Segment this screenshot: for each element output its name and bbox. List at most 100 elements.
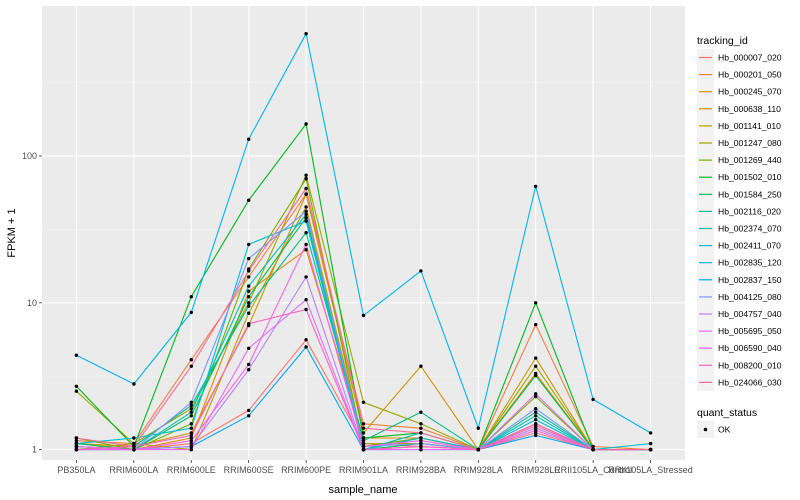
legend-label: Hb_002374_070 bbox=[718, 224, 782, 234]
data-point bbox=[304, 122, 308, 126]
data-point bbox=[304, 177, 308, 181]
data-point bbox=[189, 441, 193, 446]
data-point bbox=[361, 447, 366, 452]
y-tick-label: 10 bbox=[27, 298, 37, 308]
data-point bbox=[189, 439, 193, 443]
data-point bbox=[247, 269, 251, 273]
legend-label: Hb_004125_080 bbox=[718, 292, 782, 302]
data-point bbox=[189, 426, 193, 430]
data-point bbox=[534, 301, 538, 305]
data-point bbox=[648, 441, 653, 446]
data-point bbox=[361, 444, 366, 449]
x-tick-label: PB350LA bbox=[57, 465, 95, 475]
data-point bbox=[534, 433, 538, 438]
x-tick-label: RRIM928LE bbox=[511, 465, 560, 475]
data-point bbox=[247, 368, 251, 372]
legend-label: Hb_002835_120 bbox=[718, 258, 782, 268]
data-point bbox=[534, 428, 538, 433]
data-point bbox=[419, 447, 423, 452]
data-point bbox=[189, 403, 193, 408]
y-tick-label: 100 bbox=[22, 151, 37, 161]
data-point bbox=[419, 410, 423, 414]
data-point bbox=[534, 394, 538, 399]
data-point bbox=[419, 269, 423, 273]
data-point bbox=[247, 301, 251, 305]
data-point bbox=[247, 346, 251, 350]
y-axis-title: FPKM + 1 bbox=[6, 208, 18, 257]
data-point bbox=[74, 384, 79, 388]
data-point bbox=[534, 414, 538, 418]
data-point bbox=[361, 313, 366, 318]
x-tick-label: RRIM600LA bbox=[109, 465, 158, 475]
data-point bbox=[247, 289, 251, 293]
x-tick-label: RRIM600SE bbox=[224, 465, 274, 475]
data-point bbox=[534, 364, 538, 368]
x-axis: PB350LA RRIM600LA RRIM600LE RRIM600SE RRIM60… bbox=[57, 460, 693, 475]
legend-label: Hb_001502_010 bbox=[718, 172, 782, 182]
legend-status-title: quant_status bbox=[697, 407, 757, 419]
data-point bbox=[189, 414, 193, 418]
y-axis: 1 10 100 bbox=[22, 151, 42, 455]
legend-label: Hb_000245_070 bbox=[718, 87, 782, 97]
data-point bbox=[189, 447, 193, 452]
y-tick-label: 1 bbox=[32, 445, 37, 455]
data-point bbox=[534, 356, 538, 360]
data-point bbox=[132, 436, 136, 440]
legend-status-label: OK bbox=[718, 425, 731, 435]
data-point bbox=[189, 436, 193, 440]
data-point bbox=[304, 231, 308, 235]
data-point bbox=[648, 447, 653, 452]
data-point bbox=[534, 392, 538, 396]
data-point bbox=[361, 422, 366, 426]
data-point bbox=[534, 373, 538, 378]
data-point bbox=[304, 345, 308, 349]
data-point bbox=[361, 426, 366, 430]
data-point bbox=[534, 322, 538, 327]
legend-label: Hb_005695_050 bbox=[718, 326, 782, 336]
data-point bbox=[304, 298, 308, 302]
data-point bbox=[132, 382, 136, 386]
data-point bbox=[591, 444, 595, 449]
legend-label: Hb_008200_010 bbox=[718, 360, 782, 370]
legend-label: Hb_000638_110 bbox=[718, 104, 781, 114]
legend-label: Hb_002411_070 bbox=[718, 241, 781, 251]
data-point bbox=[419, 444, 423, 449]
data-point bbox=[648, 431, 653, 435]
legend-items: Hb_000007_020 Hb_000201_050 Hb_000245_070 H… bbox=[697, 49, 782, 391]
data-point bbox=[132, 441, 136, 446]
data-point bbox=[419, 426, 423, 430]
data-point bbox=[534, 431, 538, 435]
data-point bbox=[247, 322, 251, 326]
data-point bbox=[189, 444, 193, 449]
legend-label: Hb_006590_040 bbox=[718, 343, 782, 353]
data-point bbox=[189, 400, 193, 404]
x-tick-label: RRII105LA_Stressed bbox=[608, 465, 693, 475]
legend-label: Hb_001247_080 bbox=[718, 138, 782, 148]
data-point bbox=[74, 447, 79, 452]
data-point bbox=[361, 439, 366, 443]
legend-label: Hb_001584_250 bbox=[718, 189, 782, 199]
data-point bbox=[132, 447, 136, 452]
data-point bbox=[247, 304, 251, 308]
data-point bbox=[247, 256, 251, 261]
data-point bbox=[189, 422, 193, 426]
data-point bbox=[304, 219, 308, 223]
data-point bbox=[534, 424, 538, 428]
data-point bbox=[534, 418, 538, 422]
data-point bbox=[74, 444, 79, 449]
x-tick-label: RRII105LA_Control bbox=[554, 465, 632, 475]
data-point bbox=[189, 410, 193, 414]
data-point bbox=[534, 184, 538, 189]
data-point bbox=[247, 408, 251, 413]
data-point bbox=[304, 242, 308, 247]
data-point bbox=[304, 192, 308, 196]
data-point bbox=[304, 186, 308, 191]
data-point bbox=[534, 410, 538, 414]
data-point bbox=[304, 173, 308, 177]
data-point bbox=[304, 212, 308, 217]
data-point bbox=[304, 338, 308, 342]
legend-title: tracking_id bbox=[697, 35, 748, 47]
x-tick-label: RRIM928BA bbox=[396, 465, 446, 475]
legend-label: Hb_024066_030 bbox=[718, 377, 782, 387]
